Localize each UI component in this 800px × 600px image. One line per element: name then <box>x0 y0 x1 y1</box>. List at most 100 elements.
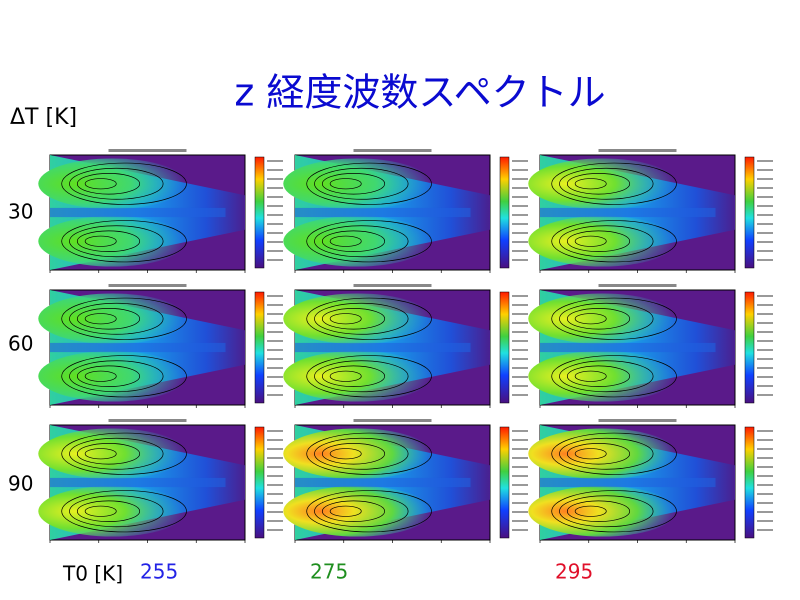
colorbar-label <box>757 376 773 378</box>
colorbar-label <box>512 259 528 261</box>
contour-line <box>329 235 362 247</box>
colorbar-label <box>267 304 283 306</box>
contour-line <box>76 500 141 522</box>
contour-line <box>574 448 607 460</box>
contour-line <box>574 505 607 517</box>
lobe <box>283 293 432 345</box>
slide-title: z 経度波数スペクトル <box>234 71 605 115</box>
contour-line <box>566 500 631 522</box>
colorbar-label <box>512 340 528 342</box>
colorbar-label <box>757 448 773 450</box>
colorbar-label <box>512 493 528 495</box>
lobe <box>283 350 432 402</box>
contour-line <box>551 162 677 205</box>
colorbar-label <box>757 475 773 477</box>
contour-line <box>574 178 607 190</box>
contour-line <box>321 365 386 387</box>
colorbar <box>499 156 510 269</box>
colorbar-label <box>512 331 528 333</box>
center-band <box>540 342 716 353</box>
colorbar-label <box>512 178 528 180</box>
colorbar-label <box>512 349 528 351</box>
center-band <box>295 477 471 488</box>
contour-line <box>76 230 141 252</box>
colorbar <box>254 156 265 269</box>
colorbar-label <box>757 520 773 522</box>
panel-title-strip <box>353 419 432 422</box>
colorbar-label <box>757 484 773 486</box>
colorbar-label <box>267 376 283 378</box>
colorbar-label <box>267 313 283 315</box>
lobe <box>528 350 677 402</box>
contour-line <box>566 443 631 465</box>
panel-title-strip <box>353 284 432 287</box>
colorbar-label <box>267 529 283 531</box>
colorbar-label <box>757 214 773 216</box>
colorbar <box>499 291 510 404</box>
colorbar <box>499 426 510 539</box>
row-label: 30 <box>8 200 33 224</box>
contour-line <box>306 297 432 340</box>
colorbar-label <box>267 493 283 495</box>
colorbar-label <box>267 340 283 342</box>
contour-line <box>306 162 432 205</box>
colorbar-label <box>267 358 283 360</box>
row-axis-label: ΔT [K] <box>10 105 77 130</box>
colorbar-label <box>267 241 283 243</box>
colorbar-label <box>757 304 773 306</box>
contour-line <box>306 432 432 475</box>
colorbar-label <box>757 196 773 198</box>
lobe <box>283 215 432 267</box>
contour-line <box>61 355 187 398</box>
colorbar-label <box>512 205 528 207</box>
lobe <box>283 158 432 210</box>
contour-line <box>559 495 654 528</box>
contour-line <box>314 437 409 470</box>
panel-title-strip <box>108 284 187 287</box>
lobe <box>528 158 677 210</box>
colorbar-label <box>512 232 528 234</box>
contour-line <box>314 302 409 335</box>
contour-line <box>306 220 432 263</box>
lobe <box>283 485 432 537</box>
colorbar-label <box>267 250 283 252</box>
contour-line <box>329 505 362 517</box>
colorbar-label <box>512 502 528 504</box>
colorbar-label <box>267 466 283 468</box>
colorbar-label <box>757 511 773 513</box>
contour-line <box>69 495 164 528</box>
colorbar-label <box>512 304 528 306</box>
lobe <box>528 485 677 537</box>
colorbar-label <box>267 448 283 450</box>
contour-line <box>76 443 141 465</box>
colorbar-label <box>512 169 528 171</box>
contour-line <box>574 235 607 247</box>
colorbar-label <box>267 475 283 477</box>
contour-line <box>76 173 141 195</box>
colorbar-label <box>512 313 528 315</box>
colorbar-label <box>512 160 528 162</box>
contour-line <box>329 448 362 460</box>
column-label: 295 <box>555 560 593 584</box>
colorbar-label <box>512 475 528 477</box>
contour-line <box>559 167 654 200</box>
colorbar-label <box>757 358 773 360</box>
contour-line <box>329 178 362 190</box>
colorbar-label <box>512 430 528 432</box>
colorbar-label <box>757 205 773 207</box>
colorbar-label <box>757 295 773 297</box>
contour-line <box>306 355 432 398</box>
colorbar-label <box>512 385 528 387</box>
contour-panel <box>283 419 528 543</box>
colorbar-label <box>757 232 773 234</box>
lobe <box>528 215 677 267</box>
panel-title-strip <box>598 149 677 152</box>
contour-line <box>61 490 187 533</box>
colorbar <box>254 291 265 404</box>
colorbar-label <box>512 457 528 459</box>
colorbar-label <box>757 259 773 261</box>
colorbar-label <box>757 331 773 333</box>
contour-line <box>551 490 677 533</box>
colorbar-label <box>512 250 528 252</box>
